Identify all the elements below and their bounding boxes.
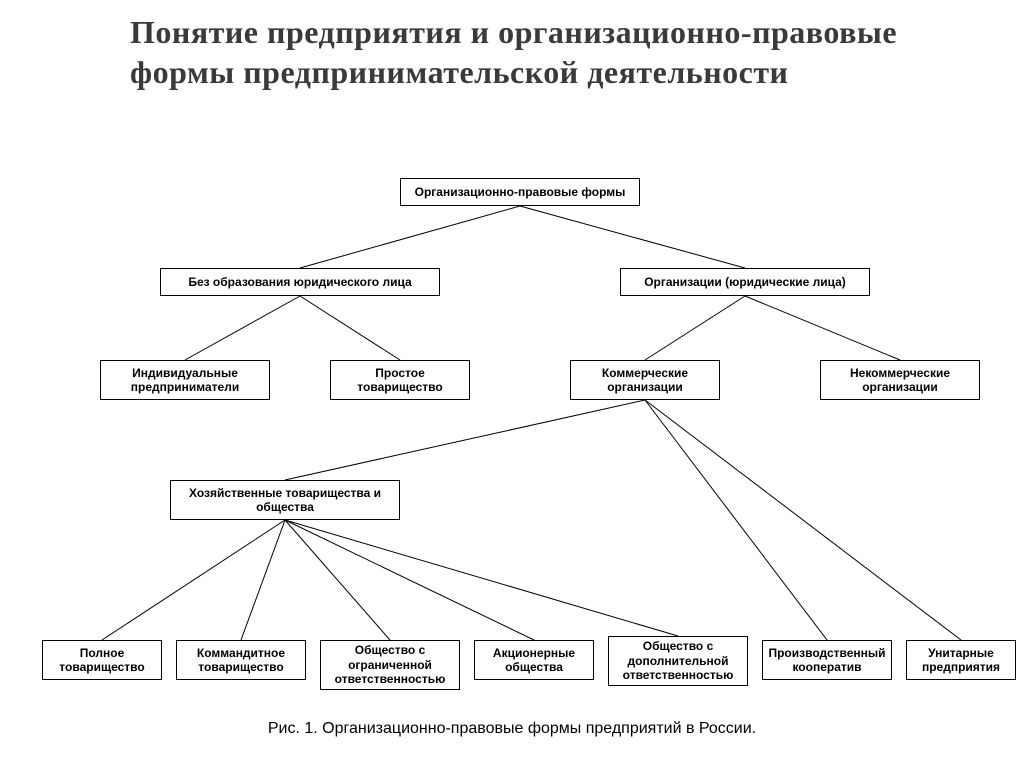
node-pt: Простое товарищество <box>330 360 470 400</box>
node-noncom: Некоммерческие организации <box>820 360 980 400</box>
node-unit: Унитарные предприятия <box>906 640 1016 680</box>
node-jur: Организации (юридические лица) <box>620 268 870 296</box>
node-komm: Коммандитное товарищество <box>176 640 306 680</box>
node-ao: Акционерные общества <box>474 640 594 680</box>
node-coop: Производственный кооператив <box>762 640 892 680</box>
node-ip: Индивидуальные предприниматели <box>100 360 270 400</box>
node-no_jur: Без образования юридического лица <box>160 268 440 296</box>
node-root: Организационно-правовые формы <box>400 178 640 206</box>
node-full: Полное товарищество <box>42 640 162 680</box>
node-hto: Хозяйственные товарищества и общества <box>170 480 400 520</box>
node-ooo: Общество с ограниченной ответственностью <box>320 640 460 690</box>
figure-caption: Рис. 1. Организационно-правовые формы пр… <box>0 720 1024 738</box>
node-odo: Общество с дополнительной ответственност… <box>608 636 748 686</box>
slide-title: Понятие предприятия и организационно-пра… <box>130 12 930 92</box>
node-com: Коммерческие организации <box>570 360 720 400</box>
